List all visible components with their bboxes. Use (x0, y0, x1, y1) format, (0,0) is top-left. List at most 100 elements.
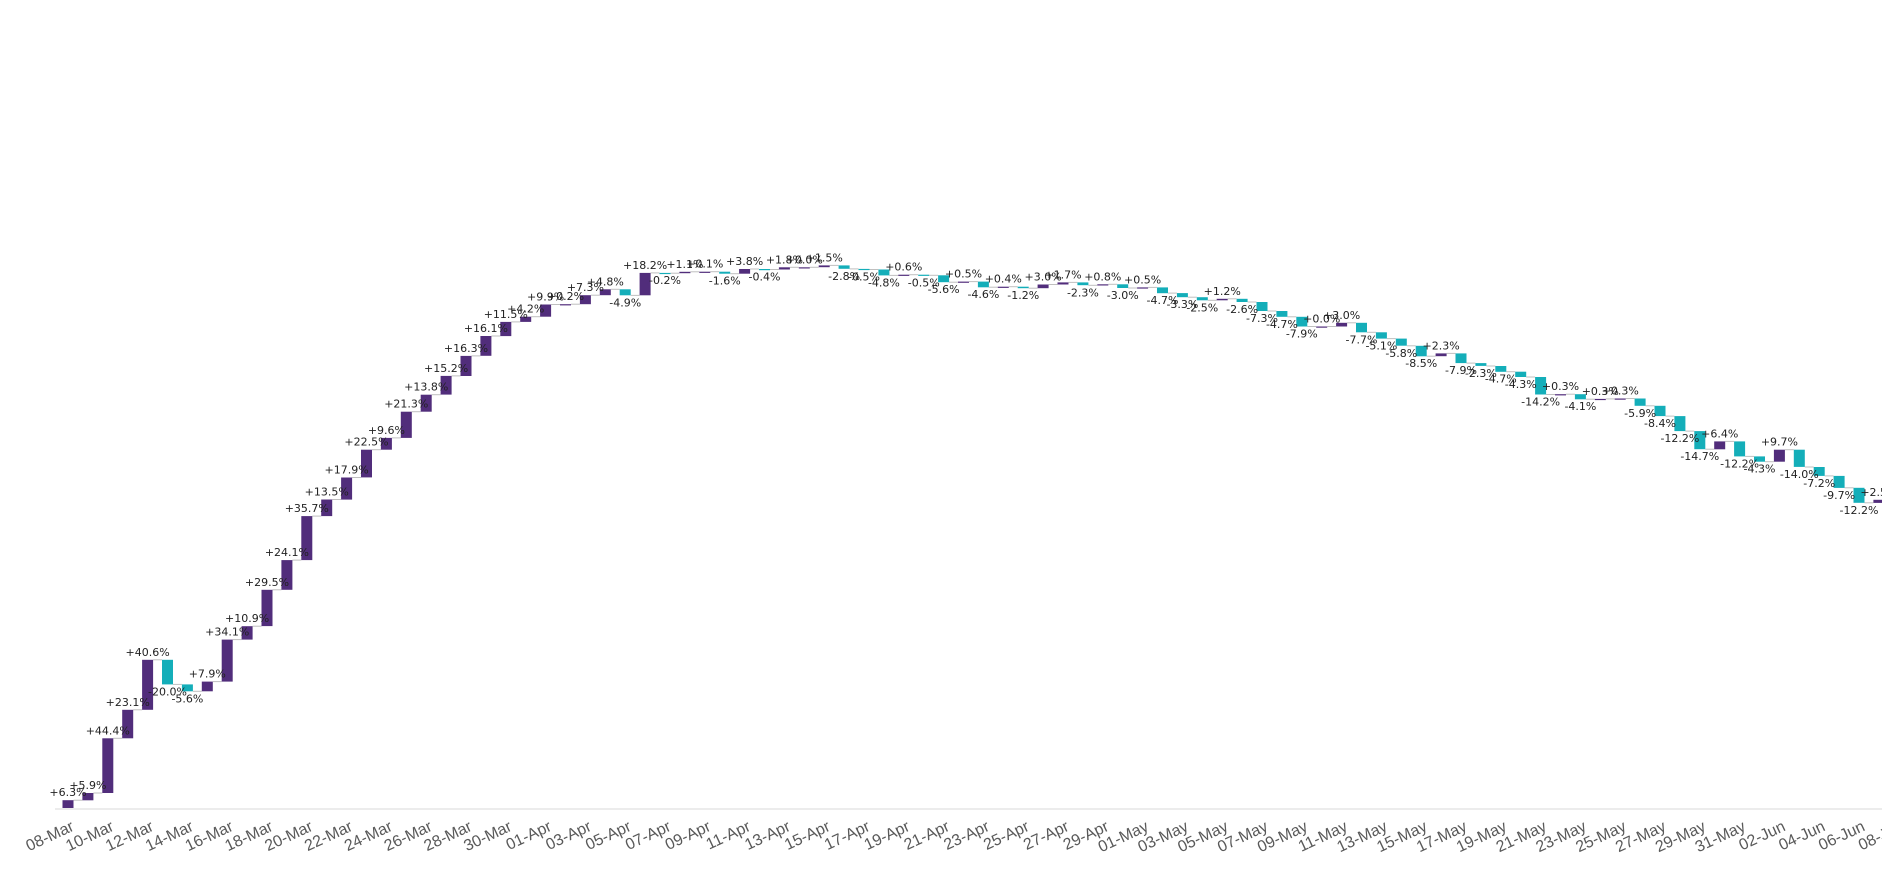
data-label-29-Apr: +0.8% (1084, 270, 1121, 283)
data-label-11-Apr: +3.8% (726, 255, 763, 268)
data-label-23-May: -4.1% (1564, 400, 1596, 413)
bar-26-Mar (420, 394, 432, 412)
data-label-22-Mar: +17.9% (325, 464, 369, 477)
data-label-06-Apr: +18.2% (623, 259, 667, 272)
bar-23-May (1574, 394, 1586, 400)
data-label-02-May: -4.7% (1147, 294, 1179, 307)
bar-03-Apr (579, 295, 591, 305)
bar-15-Mar (201, 681, 213, 692)
data-label-09-Mar: +5.9% (69, 779, 106, 792)
data-label-29-Mar: +16.1% (464, 322, 508, 335)
data-label-09-Apr: +0.1% (686, 258, 723, 271)
bar-29-Mar (480, 336, 492, 356)
data-label-17-Mar: +10.9% (225, 612, 269, 625)
bar-28-Mar (460, 355, 472, 376)
data-label-05-Apr: -4.9% (609, 296, 641, 309)
data-label-04-Apr: +4.8% (587, 275, 624, 288)
bar-18-Apr (878, 269, 890, 276)
bar-08-Mar (62, 800, 74, 808)
bar-26-May (1634, 398, 1646, 406)
bar-05-May (1216, 298, 1228, 301)
bar-06-Jun (1853, 487, 1865, 503)
data-label-25-May: +0.3% (1602, 385, 1639, 398)
bar-10-Mar (102, 738, 114, 793)
data-label-06-Jun: -12.2% (1840, 504, 1879, 517)
data-label-27-May: -8.4% (1644, 417, 1676, 430)
data-label-16-Apr: -2.8% (828, 270, 860, 283)
data-label-20-Mar: +35.7% (285, 502, 329, 515)
bar-10-May (1316, 326, 1328, 328)
data-label-17-May: -7.9% (1445, 364, 1477, 377)
bar-27-May (1654, 405, 1666, 417)
bar-30-May (1714, 441, 1726, 450)
data-label-01-Apr: +9.9% (527, 291, 564, 304)
data-label-30-Mar: +11.5% (484, 308, 528, 321)
data-label-03-Apr: +7.3% (567, 281, 604, 294)
bar-11-Mar (122, 709, 134, 739)
bar-04-Apr (599, 289, 611, 296)
bar-19-May (1495, 366, 1507, 372)
bar-21-May (1535, 377, 1547, 395)
data-label-14-May: -5.8% (1385, 347, 1417, 360)
data-label-10-Mar: +44.4% (86, 724, 130, 737)
data-label-27-Apr: +1.7% (1044, 268, 1081, 281)
data-label-11-Mar: +23.1% (106, 696, 150, 709)
data-label-21-Apr: -5.6% (928, 283, 960, 296)
data-label-04-Jun: -7.2% (1803, 477, 1835, 490)
bar-01-Jun (1754, 456, 1765, 462)
data-label-10-May: +0.0% (1303, 313, 1340, 326)
data-label-11-May: +3.0% (1323, 309, 1360, 322)
data-label-15-Apr: +1.5% (806, 251, 843, 264)
data-label-02-Jun: +9.7% (1761, 436, 1798, 449)
data-label-15-Mar: +7.9% (189, 668, 226, 681)
data-label-30-Apr: -3.0% (1107, 289, 1139, 302)
data-label-23-Mar: +22.5% (344, 436, 388, 449)
data-label-06-May: -2.6% (1226, 303, 1258, 316)
bar-10-Apr (719, 271, 731, 274)
bar-14-May (1395, 338, 1407, 346)
data-label-01-Jun: -4.3% (1744, 463, 1776, 476)
data-label-22-May: +0.3% (1542, 380, 1579, 393)
data-label-24-Apr: +0.4% (985, 273, 1022, 286)
data-label-21-Mar: +13.5% (305, 486, 349, 499)
bar-05-Apr (619, 289, 631, 296)
bar-08-Apr (679, 271, 691, 274)
x-tick-label-group: 08-Mar10-Mar12-Mar14-Mar16-Mar18-Mar20-M… (24, 818, 1882, 856)
bar-04-May (1196, 297, 1208, 301)
bar-24-May (1594, 398, 1606, 401)
bar-27-Mar (440, 375, 452, 395)
data-label-19-Apr: +0.6% (885, 261, 922, 274)
bar-20-Mar (301, 516, 313, 561)
bar-25-May (1614, 398, 1626, 400)
bar-31-Mar (520, 316, 532, 322)
bar-08-May (1276, 311, 1288, 317)
data-label-23-Apr: -4.6% (967, 288, 999, 301)
data-label-12-Mar: +40.6% (126, 646, 170, 659)
data-label-14-Mar: -5.6% (171, 692, 203, 705)
bar-20-May (1515, 371, 1527, 377)
data-label-group: +6.3%+5.9%+44.4%+23.1%+40.6%-20.0%-5.6%+… (49, 251, 1882, 799)
bar-03-May (1176, 293, 1188, 298)
bar-19-Apr (898, 274, 910, 276)
bar-02-Apr (560, 304, 571, 306)
data-label-03-May: -3.3% (1166, 298, 1198, 311)
bar-05-Jun (1833, 475, 1845, 488)
bar-28-Apr (1077, 282, 1089, 286)
data-label-13-Apr: +1.8% (766, 253, 803, 266)
data-label-29-May: -14.7% (1680, 450, 1719, 463)
data-label-08-May: -4.7% (1266, 318, 1298, 331)
bar-13-May (1375, 332, 1387, 339)
data-label-03-Jun: -14.0% (1780, 468, 1819, 481)
data-label-31-May: -12.2% (1720, 457, 1759, 470)
bar-31-May (1734, 441, 1746, 457)
bar-15-May (1415, 345, 1427, 357)
data-label-08-Apr: +1.1% (666, 258, 703, 271)
bar-19-Mar (281, 560, 293, 590)
data-label-07-May: -7.3% (1246, 312, 1278, 325)
data-label-08-Mar: +6.3% (49, 786, 86, 799)
data-label-20-Apr: -0.5% (908, 276, 940, 289)
data-label-17-Apr: -0.5% (848, 271, 880, 284)
bar-11-May (1336, 322, 1348, 327)
data-label-07-Apr: -0.2% (649, 274, 681, 287)
